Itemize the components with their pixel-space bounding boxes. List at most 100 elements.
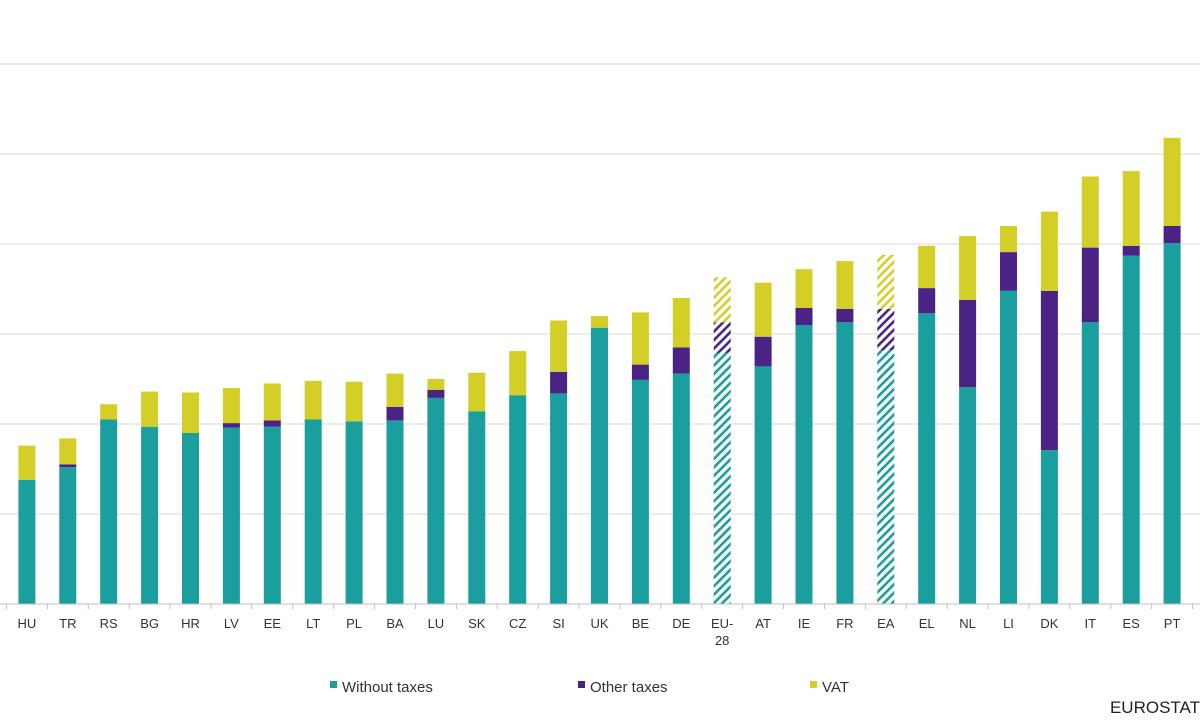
bar-ba-other-taxes (386, 406, 404, 421)
legend-label-without-taxes: Without taxes (342, 679, 433, 696)
bar-fr-without-taxes (836, 322, 854, 604)
bar-nl-without-taxes (959, 387, 977, 604)
bar-li-other-taxes (1000, 252, 1017, 291)
source-label: EUROSTAT (1109, 698, 1200, 717)
bar-be-without-taxes (631, 379, 649, 604)
bar-sk-vat (468, 372, 486, 412)
x-tick-label: IE (798, 616, 811, 631)
x-tick-label: LT (306, 616, 320, 631)
legend-swatch-without-taxes (330, 681, 337, 688)
legend: Without taxes Other taxes VAT (330, 679, 849, 696)
bar-ie-vat (795, 269, 813, 308)
x-tick-label: LU (428, 616, 445, 631)
bars-group (18, 137, 1181, 604)
bar-dk-without-taxes (1040, 450, 1058, 604)
bar-at-other-taxes (754, 336, 772, 367)
x-tick-label: BE (632, 616, 650, 631)
legend-swatch-vat (810, 681, 817, 688)
bar-fr-other-taxes (836, 308, 854, 323)
bar-tr-other-taxes (59, 464, 77, 468)
x-tick-label: AT (755, 616, 771, 631)
x-tick-label: CZ (509, 616, 526, 631)
legend-swatch-other-taxes (578, 681, 585, 688)
bar-uk-vat (591, 316, 608, 328)
bar-ee-without-taxes (263, 426, 281, 604)
bar-eu-without-taxes (713, 352, 731, 604)
bar-ie-without-taxes (795, 325, 813, 604)
bar-ie-other-taxes (795, 307, 813, 325)
bar-dk-other-taxes (1040, 290, 1058, 451)
bar-it-without-taxes (1081, 322, 1099, 604)
bar-be-vat (631, 312, 649, 365)
bar-at-without-taxes (754, 366, 772, 604)
x-tick-label: BG (140, 616, 159, 631)
bar-fr-vat (836, 261, 854, 309)
bar-pl-without-taxes (345, 421, 363, 604)
bar-rs-vat (100, 404, 118, 420)
bar-li-without-taxes (1000, 290, 1017, 604)
x-tick-label: BA (386, 616, 404, 631)
bar-hr-without-taxes (182, 433, 199, 604)
x-axis-labels: HU TR RS BG HR LV EE LT PL BA LU SK CZ SI UK BE DE EU- 28 A… (18, 616, 1181, 648)
bar-tr-vat (59, 438, 77, 465)
bar-ba-vat (386, 373, 404, 407)
bar-hr-vat (182, 392, 199, 433)
bar-de-vat (672, 298, 690, 348)
x-tick-label: FR (836, 616, 853, 631)
bar-lu-other-taxes (427, 389, 445, 398)
bar-uk-without-taxes (591, 327, 608, 604)
x-tick-label: NL (959, 616, 976, 631)
bar-pl-vat (345, 381, 363, 422)
bar-si-vat (550, 320, 568, 372)
bar-bg-vat (141, 391, 159, 427)
x-tick-label: RS (100, 616, 118, 631)
bar-cz-without-taxes (509, 395, 527, 604)
bar-ee-other-taxes (263, 420, 281, 427)
bar-es-vat (1122, 171, 1140, 246)
x-tick-label: HR (181, 616, 200, 631)
x-tick-label: PL (346, 616, 362, 631)
bar-ba-without-taxes (386, 420, 404, 604)
bar-ea-without-taxes (877, 350, 895, 604)
bar-hu-without-taxes (18, 479, 36, 604)
x-tick-label: EU- (711, 616, 733, 631)
x-tick-label: EL (919, 616, 935, 631)
bar-lu-vat (427, 379, 445, 390)
bar-lt-without-taxes (304, 419, 322, 604)
bar-eu-other-taxes (713, 322, 731, 353)
bar-si-other-taxes (550, 371, 568, 394)
bar-ea-vat (877, 254, 895, 309)
bar-rs-without-taxes (100, 419, 118, 604)
bar-lt-vat (304, 380, 322, 420)
bar-lv-without-taxes (222, 427, 240, 604)
x-tick-label: HU (18, 616, 37, 631)
bar-pt-vat (1163, 137, 1181, 226)
x-tick-label: IT (1085, 616, 1097, 631)
x-tick-label: UK (590, 616, 608, 631)
legend-label-vat: VAT (822, 679, 849, 696)
x-tick-label: SK (468, 616, 486, 631)
bar-it-vat (1081, 176, 1099, 248)
x-axis (0, 603, 1200, 609)
x-tick-label: EA (877, 616, 895, 631)
bar-ea-other-taxes (877, 308, 895, 351)
bar-es-other-taxes (1122, 245, 1140, 256)
x-tick-label: EE (264, 616, 282, 631)
x-tick-label: TR (59, 616, 76, 631)
bar-si-without-taxes (550, 393, 568, 604)
bar-de-other-taxes (672, 347, 690, 374)
bar-lv-vat (222, 388, 240, 424)
x-tick-label: LI (1003, 616, 1014, 631)
bar-it-other-taxes (1081, 247, 1099, 323)
x-tick-label: PT (1164, 616, 1181, 631)
bar-eu-vat (713, 277, 731, 323)
bar-de-without-taxes (672, 373, 690, 604)
bar-bg-without-taxes (141, 426, 159, 604)
bar-es-without-taxes (1122, 255, 1140, 604)
bar-lu-without-taxes (427, 397, 445, 604)
bar-nl-other-taxes (959, 299, 977, 388)
bar-be-other-taxes (631, 364, 649, 380)
bar-li-vat (1000, 226, 1017, 253)
x-tick-label: LV (224, 616, 239, 631)
bar-tr-without-taxes (59, 467, 77, 604)
